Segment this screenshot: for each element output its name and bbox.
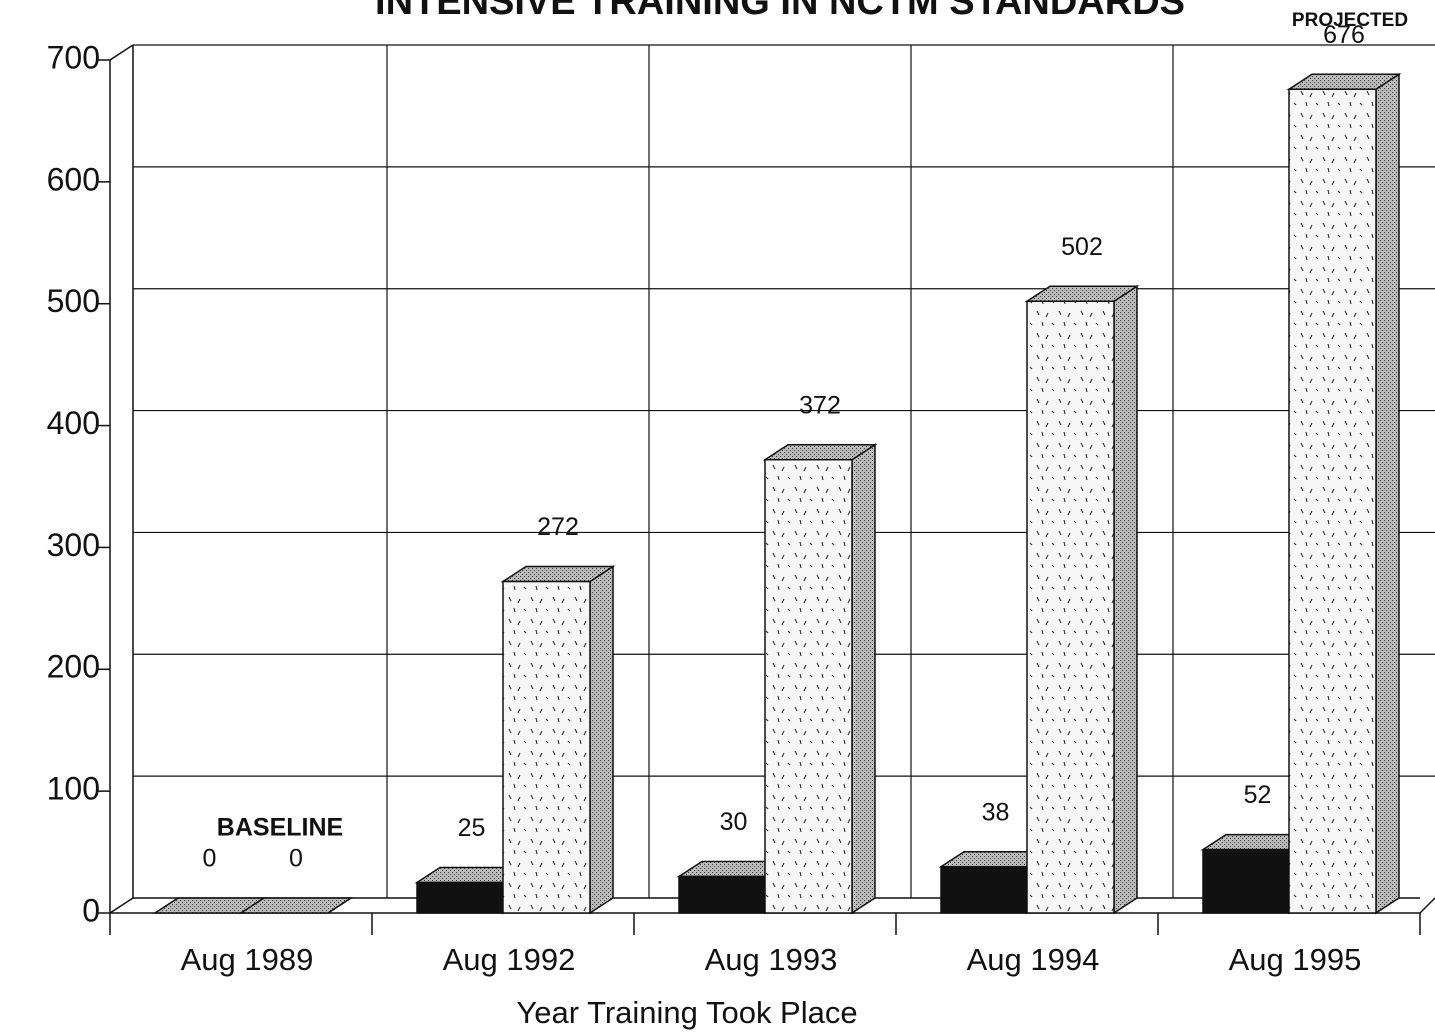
bar-side	[1113, 284, 1138, 915]
bar	[940, 865, 1028, 914]
x-axis-label: Year Training Took Place	[516, 995, 857, 1030]
bar-top	[238, 897, 354, 914]
x-tick-label: Aug 1989	[181, 942, 314, 977]
y-tick-label: 400	[47, 405, 100, 441]
y-tick-label: 700	[47, 39, 100, 75]
x-tick-label: Aug 1994	[967, 942, 1100, 977]
bar	[1288, 88, 1377, 914]
value-label: 0	[289, 845, 303, 873]
y-tick-label: 0	[82, 892, 100, 928]
bar-side	[851, 443, 876, 915]
y-tick-label: 100	[47, 771, 100, 807]
value-label: 38	[982, 798, 1010, 826]
value-label: 676	[1323, 21, 1365, 49]
bar-side	[589, 565, 614, 915]
value-label: 272	[537, 513, 579, 541]
annotation: PROJECTED	[1292, 10, 1408, 31]
value-label: 30	[720, 808, 748, 836]
annotation: BASELINE	[217, 814, 343, 842]
y-tick-label: 600	[47, 161, 100, 197]
value-label: 502	[1061, 233, 1103, 261]
bar	[1026, 300, 1115, 914]
bar	[764, 458, 853, 914]
y-tick-label: 200	[47, 649, 100, 685]
value-label: 0	[203, 845, 217, 873]
bar	[1202, 848, 1290, 914]
bar-side	[1375, 72, 1400, 915]
x-tick-label: Aug 1995	[1229, 942, 1362, 977]
value-label: 25	[458, 814, 486, 842]
y-tick-label: 300	[47, 527, 100, 563]
chart-title: INTENSIVE TRAINING IN NCTM STANDARDS	[375, 0, 1185, 23]
value-label: 372	[799, 391, 841, 419]
bar	[502, 580, 591, 914]
bar	[416, 881, 504, 914]
x-tick-label: Aug 1992	[443, 942, 576, 977]
x-tick-label: Aug 1993	[705, 942, 838, 977]
y-tick-label: 500	[47, 283, 100, 319]
bar	[678, 875, 766, 914]
value-label: 52	[1244, 781, 1272, 809]
